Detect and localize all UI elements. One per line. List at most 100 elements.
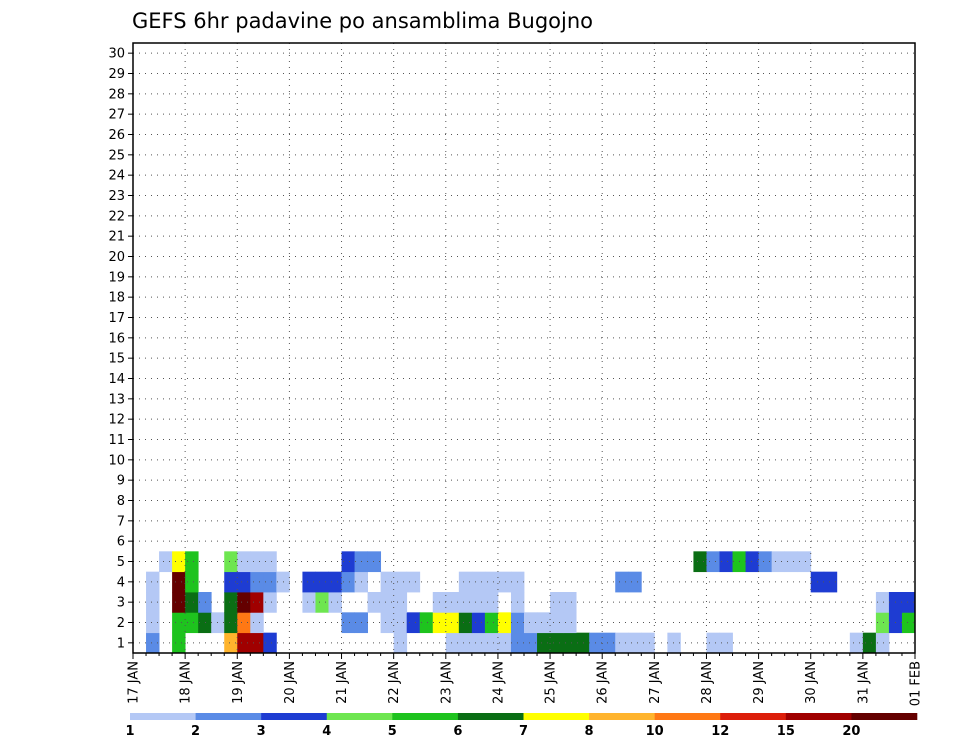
y-tick-label: 23 [108, 189, 125, 204]
heatmap-cell [146, 632, 160, 654]
legend-swatch [195, 713, 262, 720]
heatmap-cell [615, 632, 629, 654]
heatmap-cell [901, 592, 916, 613]
heatmap-cell [484, 632, 499, 654]
heatmap-cell [628, 632, 642, 654]
heatmap-cell [263, 551, 277, 573]
heatmap-cell [185, 592, 199, 613]
heatmap-cell [445, 612, 460, 634]
heatmap-cell [224, 551, 238, 573]
heatmap-cell [458, 632, 473, 654]
legend-label: 8 [585, 724, 594, 739]
heatmap-cell [628, 571, 642, 593]
heatmap-cell [237, 612, 251, 634]
heatmap-cell [563, 592, 577, 613]
x-tick-label: 30 JAN [804, 661, 819, 704]
heatmap-cell [615, 571, 629, 593]
heatmap-cell [380, 612, 395, 634]
heatmap-cell [224, 571, 238, 593]
x-tick-label: 29 JAN [752, 661, 767, 704]
y-tick-label: 30 [108, 47, 125, 62]
heatmap-cell [497, 571, 512, 593]
heatmap-cell [706, 551, 720, 573]
heatmap-cell [641, 632, 655, 654]
color-legend: 1 2 3 4 5 6 7 8 10 12 15 20 [125, 713, 918, 739]
y-tick-label: 5 [117, 555, 125, 570]
legend-swatch [457, 713, 524, 720]
heatmap-cell [250, 551, 264, 573]
heatmap-cell [224, 632, 238, 654]
heatmap-cell [524, 612, 538, 634]
legend-swatch [589, 713, 655, 720]
heatmap-cell [901, 612, 916, 634]
heatmap-cell [497, 632, 512, 654]
heatmap-cell [328, 571, 342, 593]
heatmap-cell [315, 571, 329, 593]
heatmap-cell [315, 592, 329, 613]
heatmap-cell [237, 632, 251, 654]
heatmap-cell [185, 612, 199, 634]
heatmap-cell [406, 612, 421, 634]
heatmap-cell [458, 592, 473, 613]
y-tick-label: 20 [108, 250, 125, 265]
heatmap-cell [823, 571, 838, 593]
heatmap-cell [563, 632, 577, 654]
heatmap-cell [250, 632, 264, 654]
grid-dots [133, 43, 915, 653]
x-tick-label: 17 JAN [127, 661, 142, 704]
y-tick-label: 12 [108, 413, 125, 428]
heatmap-cell [328, 592, 342, 613]
y-tick-label: 3 [117, 596, 125, 611]
heatmap-cell [471, 592, 486, 613]
heatmap-cell [146, 592, 160, 613]
y-tick-label: 9 [117, 474, 125, 489]
x-tick-label: 23 JAN [439, 661, 454, 704]
heatmap-cell [471, 571, 486, 593]
heatmap-cell [172, 612, 186, 634]
heatmap-cell [667, 632, 681, 654]
heatmap-cell [550, 612, 564, 634]
heatmap-cell [224, 592, 238, 613]
heatmap-cell [458, 571, 473, 593]
y-tick-label: 4 [117, 575, 125, 590]
legend-label: 6 [453, 724, 462, 739]
heatmap-cell [250, 612, 264, 634]
x-tick-label: 31 JAN [856, 661, 871, 704]
heatmap-cell [393, 612, 408, 634]
heatmap-cell [875, 612, 890, 634]
heatmap-cell [393, 592, 408, 613]
x-tick-label: 01 FEB [909, 661, 924, 706]
heatmap-cell [302, 571, 316, 593]
x-axis: 17 JAN 18 JAN 19 JAN 20 JAN 21 JAN 22 JAN 23 J… [127, 653, 924, 706]
heatmap-cell [484, 571, 499, 593]
x-tick-label: 26 JAN [596, 661, 611, 704]
y-tick-label: 14 [108, 372, 125, 387]
x-tick-label: 20 JAN [283, 661, 298, 704]
heatmap-cell [849, 632, 864, 654]
y-tick-label: 25 [108, 148, 125, 163]
heatmap-cell [758, 551, 773, 573]
heatmap-cell [537, 612, 551, 634]
heatmap-cell [484, 612, 499, 634]
legend-label: 5 [388, 724, 397, 739]
y-tick-label: 22 [108, 209, 125, 224]
heatmap-cell [875, 632, 890, 654]
heatmap-cell [185, 551, 199, 573]
x-tick-label: 28 JAN [700, 661, 715, 704]
y-tick-label: 2 [117, 616, 125, 631]
y-tick-label: 7 [117, 514, 125, 529]
heatmap-cell [159, 551, 173, 573]
y-tick-label: 6 [117, 535, 125, 550]
heatmap-cell [693, 551, 707, 573]
heatmap-cell [419, 612, 434, 634]
heatmap-cell [172, 592, 186, 613]
y-tick-label: 10 [108, 453, 125, 468]
heatmap-cell [263, 592, 277, 613]
x-tick-label: 19 JAN [231, 661, 246, 704]
legend-label: 10 [646, 724, 664, 739]
heatmap-cell [471, 612, 486, 634]
heatmap-cell [393, 571, 408, 593]
heatmap-cell [771, 551, 786, 573]
y-tick-label: 16 [108, 331, 125, 346]
heatmap-cell [237, 571, 251, 593]
